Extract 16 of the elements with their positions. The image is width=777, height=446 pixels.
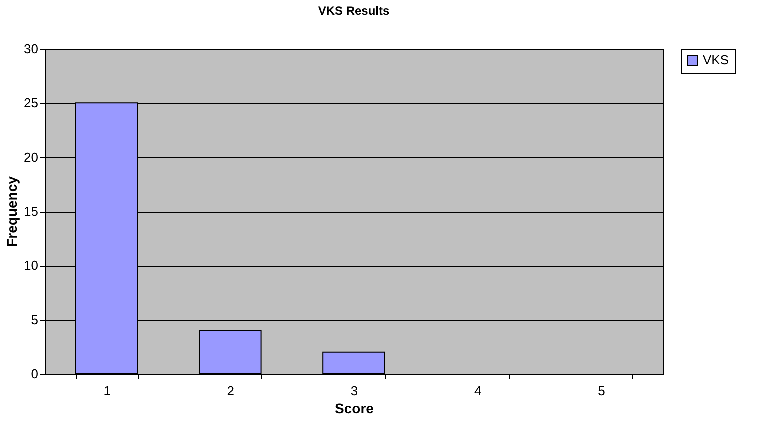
x-tick-label: 3 bbox=[350, 384, 358, 398]
chart-title: VKS Results bbox=[318, 4, 390, 18]
y-tick-label: 10 bbox=[24, 258, 38, 274]
y-tick-label: 20 bbox=[24, 150, 38, 165]
x-tick-label: 5 bbox=[598, 384, 606, 398]
y-tick-label: 25 bbox=[24, 96, 38, 111]
y-axis-title: Frequency bbox=[4, 176, 20, 248]
y-tick-label: 15 bbox=[24, 204, 38, 219]
x-tick-label: 2 bbox=[227, 384, 235, 398]
x-tick-label: 1 bbox=[104, 384, 111, 398]
x-axis-title: Score bbox=[335, 400, 374, 416]
y-tick-label: 0 bbox=[31, 366, 38, 382]
y-tick-label: 30 bbox=[24, 42, 38, 56]
legend-label: VKS bbox=[703, 52, 730, 68]
x-tick-label: 4 bbox=[474, 384, 482, 398]
y-tick-label: 5 bbox=[31, 312, 38, 328]
